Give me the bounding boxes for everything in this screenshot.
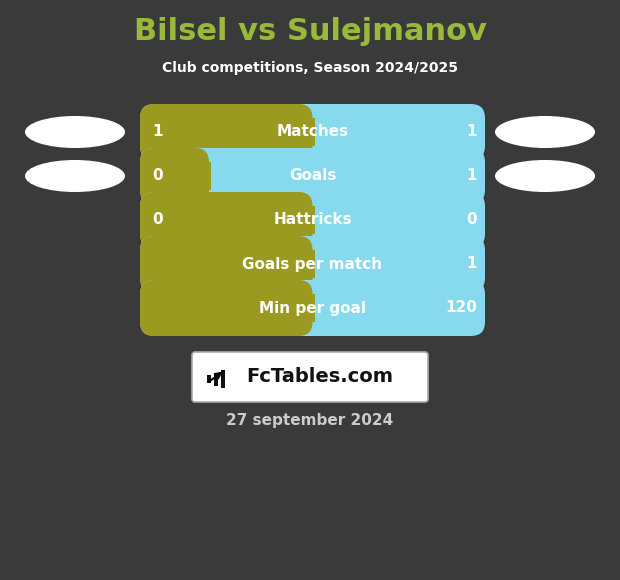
Ellipse shape	[25, 160, 125, 192]
Text: Hattricks: Hattricks	[273, 212, 352, 227]
Text: Bilsel vs Sulejmanov: Bilsel vs Sulejmanov	[133, 17, 487, 46]
FancyBboxPatch shape	[140, 280, 312, 336]
Text: 1: 1	[466, 125, 477, 140]
Bar	[298, 118, 314, 146]
Bar	[298, 250, 314, 278]
Bar	[298, 294, 314, 322]
Text: Club competitions, Season 2024/2025: Club competitions, Season 2024/2025	[162, 61, 458, 75]
Text: 1: 1	[152, 125, 162, 140]
Text: Min per goal: Min per goal	[259, 300, 366, 316]
Text: Goals: Goals	[289, 169, 336, 183]
Text: 0: 0	[152, 169, 162, 183]
Ellipse shape	[495, 116, 595, 148]
Text: Matches: Matches	[277, 125, 348, 140]
FancyBboxPatch shape	[140, 236, 485, 292]
Text: 0: 0	[466, 212, 477, 227]
FancyBboxPatch shape	[140, 104, 485, 160]
Bar	[195, 162, 211, 190]
Text: FcTables.com: FcTables.com	[247, 368, 394, 386]
Ellipse shape	[25, 116, 125, 148]
Bar	[214, 372, 218, 386]
FancyBboxPatch shape	[140, 148, 485, 204]
FancyBboxPatch shape	[140, 192, 485, 248]
Bar	[298, 206, 314, 234]
Text: 120: 120	[445, 300, 477, 316]
FancyBboxPatch shape	[140, 192, 312, 248]
Text: 0: 0	[152, 212, 162, 227]
Text: 27 september 2024: 27 september 2024	[226, 412, 394, 427]
FancyBboxPatch shape	[192, 352, 428, 402]
FancyBboxPatch shape	[140, 280, 485, 336]
Bar	[221, 370, 225, 388]
FancyBboxPatch shape	[140, 104, 312, 160]
Text: 1: 1	[466, 256, 477, 271]
FancyBboxPatch shape	[140, 236, 312, 292]
Text: 1: 1	[466, 169, 477, 183]
Bar	[207, 375, 211, 383]
Text: Goals per match: Goals per match	[242, 256, 383, 271]
Ellipse shape	[495, 160, 595, 192]
FancyBboxPatch shape	[140, 148, 209, 204]
